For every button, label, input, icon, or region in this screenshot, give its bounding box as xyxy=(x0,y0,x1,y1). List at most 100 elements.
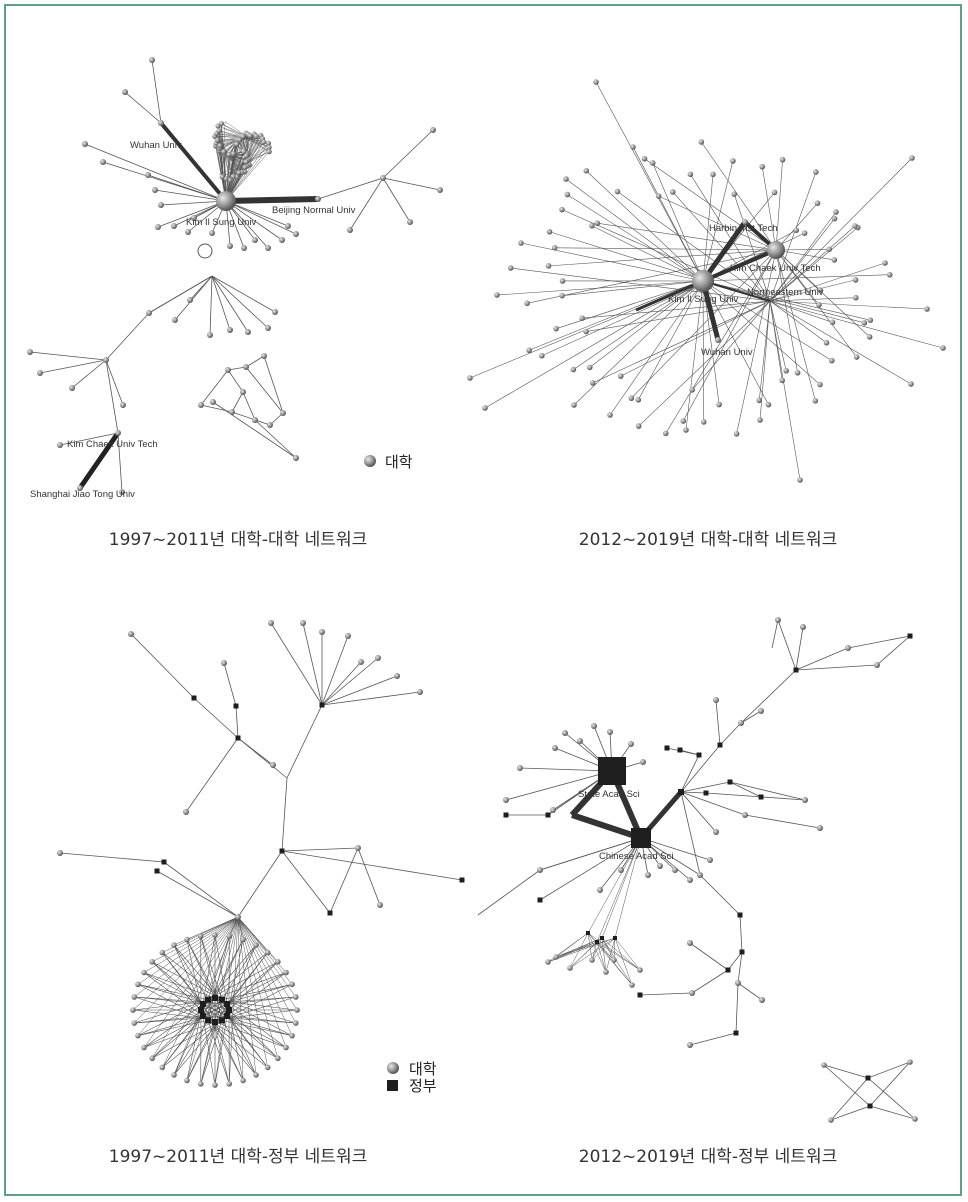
university-node xyxy=(207,332,213,338)
network-edge xyxy=(225,200,297,235)
university-node xyxy=(197,933,204,939)
network-edge xyxy=(281,850,463,881)
university-node xyxy=(537,867,543,873)
government-node xyxy=(503,812,509,818)
university-node xyxy=(800,624,806,630)
university-node xyxy=(272,309,278,315)
university-node xyxy=(252,417,258,423)
university-node xyxy=(270,762,276,768)
university-node xyxy=(159,1064,166,1071)
network-edge xyxy=(867,1061,911,1079)
government-node xyxy=(678,789,684,795)
university-node xyxy=(583,328,589,335)
network-edge xyxy=(321,691,421,706)
network-edge xyxy=(137,916,239,985)
network-edge xyxy=(591,941,598,961)
network-edge xyxy=(715,699,721,746)
network-edge xyxy=(601,937,633,986)
university-node xyxy=(831,257,838,263)
university-node xyxy=(507,265,514,271)
network-edge xyxy=(680,791,746,816)
network-edge xyxy=(202,996,296,1005)
university-node xyxy=(230,173,236,180)
university-node xyxy=(235,914,241,920)
university-node xyxy=(524,300,530,307)
network-edge xyxy=(202,1003,244,1081)
network-edge xyxy=(151,1009,202,1059)
network-edge xyxy=(200,936,223,1021)
network-edge xyxy=(84,143,227,202)
network-edge xyxy=(823,1064,871,1107)
university-node xyxy=(209,230,215,236)
network-edge xyxy=(601,837,642,939)
caption-panel-1: 1997~2011년 대학-대학 네트워크 xyxy=(108,530,368,550)
university-node xyxy=(628,741,634,747)
university-node xyxy=(275,1055,281,1062)
network-edge xyxy=(775,249,870,338)
university-node xyxy=(240,133,246,140)
network-edge xyxy=(237,916,296,1024)
network-edge xyxy=(777,619,797,671)
university-node xyxy=(159,949,166,956)
university-node xyxy=(733,431,740,437)
university-node xyxy=(135,1032,141,1039)
network-edge xyxy=(702,280,832,361)
network-edge xyxy=(591,225,704,282)
government-node xyxy=(224,1001,231,1007)
network-edge xyxy=(609,280,704,416)
network-edge xyxy=(207,961,278,1000)
network-edge xyxy=(225,139,240,202)
network-edge xyxy=(105,312,150,361)
network-edge xyxy=(547,937,616,963)
network-edge xyxy=(137,1020,209,1036)
university-node xyxy=(240,1077,246,1084)
network-edge xyxy=(613,937,616,961)
university-node xyxy=(597,887,603,893)
government-node xyxy=(727,779,733,785)
university-node xyxy=(852,277,859,283)
government-node xyxy=(737,912,743,918)
government-node xyxy=(793,667,799,673)
network-edge xyxy=(775,159,783,251)
university-node xyxy=(553,954,559,960)
university-node xyxy=(802,797,808,803)
university-node xyxy=(861,320,868,326)
label-northeastern-univ: Northeastern Univ xyxy=(747,287,824,298)
network-edge xyxy=(137,1009,230,1036)
university-node xyxy=(345,633,351,639)
university-node xyxy=(813,169,819,175)
university-node xyxy=(265,325,271,331)
government-node xyxy=(212,995,218,1001)
university-node xyxy=(562,730,568,736)
network-edge xyxy=(520,242,704,282)
network-edge xyxy=(202,972,287,1017)
network-edge xyxy=(151,999,223,1059)
university-node xyxy=(227,177,233,183)
university-node xyxy=(640,759,646,765)
university-node xyxy=(241,148,247,155)
network-edge xyxy=(736,249,777,434)
network-edge xyxy=(71,359,107,389)
network-edge xyxy=(640,837,711,861)
network-edge xyxy=(321,657,379,706)
university-node xyxy=(267,422,273,428)
network-edge xyxy=(555,937,603,958)
university-node xyxy=(243,364,249,370)
university-node xyxy=(158,202,164,208)
university-node xyxy=(57,850,63,856)
network-edge xyxy=(200,916,239,937)
network-edge xyxy=(225,200,269,249)
university-node xyxy=(219,174,225,180)
network-edge xyxy=(705,792,806,801)
network-edge xyxy=(231,391,244,413)
government-node xyxy=(595,940,599,944)
government-node-chinese-acad-sci xyxy=(631,828,651,848)
network-edge xyxy=(214,972,287,999)
network-edge xyxy=(39,359,107,374)
network-edge xyxy=(690,174,771,302)
university-node xyxy=(229,409,235,415)
university-node xyxy=(27,349,33,355)
university-node xyxy=(546,228,553,235)
university-node xyxy=(285,223,291,229)
